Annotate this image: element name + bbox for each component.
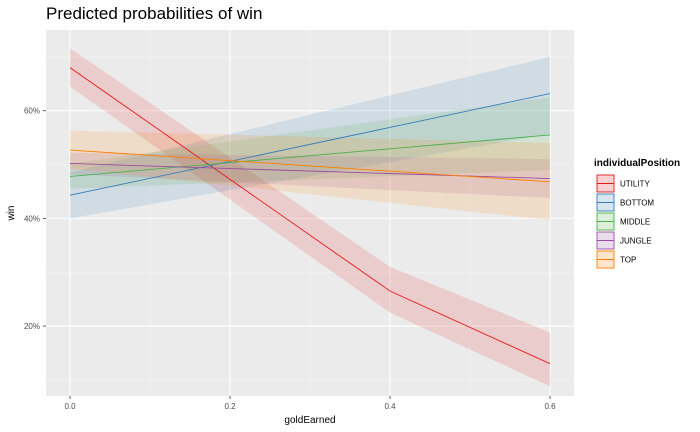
x-tick-label: 0.2 <box>224 402 236 411</box>
band-top <box>70 130 550 220</box>
legend-label-top: TOP <box>620 256 636 265</box>
band-bottom <box>70 56 550 219</box>
axes: 0.0 0.2 0.4 0.6 20% 40% 60% <box>24 107 556 411</box>
x-tick-label: 0.0 <box>64 402 76 411</box>
legend-label-bottom: BOTTOM <box>620 199 654 208</box>
band-jungle <box>70 152 550 198</box>
y-tick-label: 40% <box>24 214 40 223</box>
series-lines <box>69 67 551 365</box>
y-tick-label: 60% <box>24 107 40 116</box>
legend: individualPosition UTILITY BOTTOM MIDDLE JU… <box>594 158 680 269</box>
band-utility <box>70 48 550 387</box>
legend-label-middle: MIDDLE <box>620 218 650 227</box>
y-axis-title: win <box>6 205 17 221</box>
legend-title: individualPosition <box>594 158 680 169</box>
x-axis-title: goldEarned <box>284 415 335 426</box>
line-middle <box>69 134 551 177</box>
line-utility <box>69 67 551 365</box>
grid <box>46 30 574 396</box>
legend-label-jungle: JUNGLE <box>620 237 652 246</box>
x-tick-label: 0.4 <box>384 402 396 411</box>
line-top <box>69 149 551 183</box>
chart-title: Predicted probabilities of win <box>46 4 263 23</box>
line-bottom <box>69 93 551 196</box>
x-tick-label: 0.6 <box>544 402 556 411</box>
y-tick-label: 20% <box>24 322 40 331</box>
legend-label-utility: UTILITY <box>620 180 650 189</box>
